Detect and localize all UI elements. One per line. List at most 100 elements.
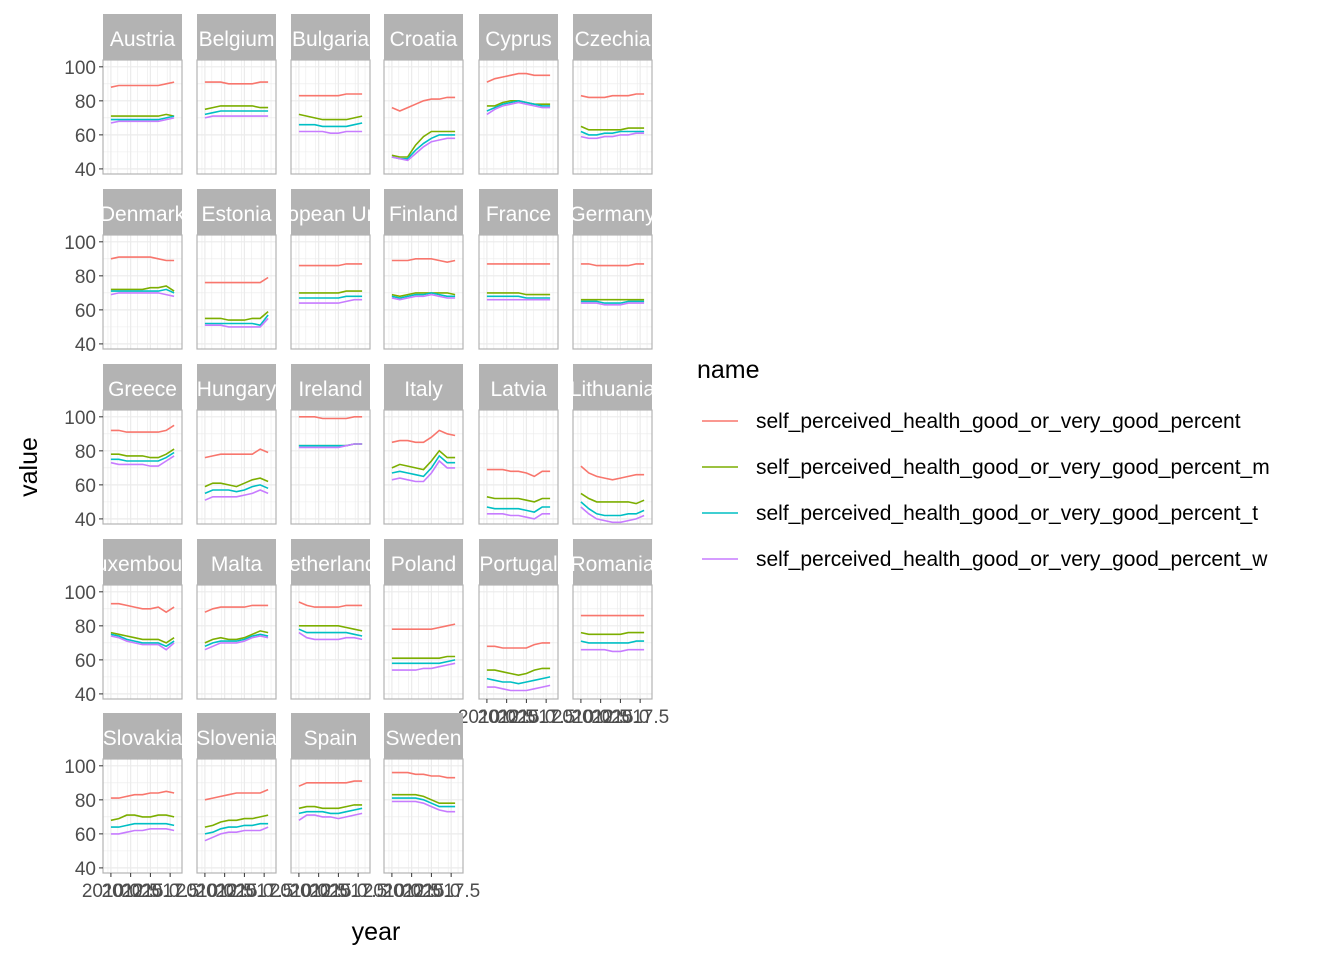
series-line <box>580 506 645 524</box>
series-line <box>110 81 175 88</box>
series-line <box>110 292 175 298</box>
series-line <box>391 771 456 779</box>
series-line <box>486 496 551 503</box>
facet-panel: Germany <box>572 189 653 350</box>
series-line <box>110 790 175 799</box>
series-line <box>391 130 456 158</box>
facet-strip-label: Slovenia <box>196 727 277 750</box>
facet-strip-label: Portugal <box>479 553 557 576</box>
series-line <box>110 451 175 462</box>
facet-strip-label: Finland <box>389 203 458 226</box>
x-tick-label: 2012.5 <box>383 881 441 902</box>
panel-border <box>196 409 277 525</box>
facet-panel: Slovakia 40 60 80 100 2010.02012.52015.02017.… <box>64 713 199 902</box>
panel-border <box>478 234 559 350</box>
y-tick-label: 40 <box>75 859 96 880</box>
facet-panel: Cyprus <box>478 14 559 175</box>
facet-strip <box>103 713 182 759</box>
legend-label: self_perceived_health_good_or_very_good_… <box>756 410 1241 433</box>
series-line <box>298 443 363 449</box>
series-line <box>204 822 269 835</box>
series-line <box>391 659 456 665</box>
facet-panel: Malta <box>196 539 277 700</box>
facet-strip <box>103 539 182 585</box>
series-line <box>110 285 175 292</box>
facet-strip-label: Italy <box>404 378 443 401</box>
y-tick-label: 100 <box>64 233 96 254</box>
x-tick-label: 2010.0 <box>552 707 610 728</box>
legend-label: self_perceived_health_good_or_very_good_… <box>756 456 1270 479</box>
y-tick-label: 100 <box>64 583 96 604</box>
x-tick-label: 2010.0 <box>270 881 328 902</box>
series-line <box>110 455 175 467</box>
facet-strip-label: Spain <box>304 727 358 750</box>
series-line <box>298 130 363 134</box>
series-line <box>204 115 269 119</box>
series-line <box>580 631 645 636</box>
series-line <box>298 113 363 121</box>
x-tick-label: 2015.0 <box>309 881 367 902</box>
y-axis-title: value <box>15 437 43 497</box>
facet-strip <box>384 364 463 410</box>
panel-border <box>383 409 464 525</box>
facet-strip <box>479 189 558 235</box>
series-line <box>486 512 551 520</box>
series-line <box>204 314 269 327</box>
facet-strip-label: Lithuania <box>570 378 656 401</box>
series-line <box>298 780 363 787</box>
series-line <box>204 105 269 111</box>
series-line <box>110 117 175 124</box>
panel-border <box>290 234 371 350</box>
legend-label: self_perceived_health_good_or_very_good_… <box>756 502 1258 525</box>
y-tick-label: 100 <box>64 408 96 429</box>
panel-border <box>572 584 653 700</box>
y-tick-label: 100 <box>64 757 96 778</box>
facet-strip <box>197 713 276 759</box>
panel-border <box>290 59 371 175</box>
panel-border <box>383 234 464 350</box>
series-line <box>391 623 456 631</box>
x-tick-label: 2015.0 <box>591 707 649 728</box>
facet-strip-label: Croatia <box>390 28 458 51</box>
panel-background <box>291 410 370 524</box>
series-line <box>391 257 456 264</box>
x-tick-label: 2012.5 <box>572 707 630 728</box>
facet-strip-label: Romania <box>570 553 654 576</box>
facet-strip-label: Czechia <box>575 28 651 51</box>
panel-border <box>383 584 464 700</box>
series-line <box>486 468 551 478</box>
series-line <box>580 465 645 481</box>
x-tick-label: 2017.5 <box>422 881 480 902</box>
x-tick-label: 2015.0 <box>497 707 555 728</box>
x-tick-label: 2015.0 <box>121 881 179 902</box>
series-line <box>580 93 645 99</box>
facet-panel: Ireland <box>290 364 371 525</box>
series-line <box>298 812 363 821</box>
facet-panel: Lithuania <box>570 364 656 525</box>
y-tick-label: 80 <box>75 267 96 288</box>
series-line <box>486 642 551 649</box>
series-line <box>486 101 551 116</box>
panel-background <box>573 410 652 524</box>
facet-strip-label: European Union <box>255 203 407 226</box>
series-line <box>110 256 175 262</box>
panel-border <box>196 758 277 874</box>
y-tick-label: 40 <box>75 510 96 531</box>
series-line <box>298 295 363 299</box>
series-line <box>580 132 645 140</box>
x-tick-label: 2010.0 <box>176 881 234 902</box>
panel-background <box>384 585 463 699</box>
panel-border <box>572 59 653 175</box>
x-tick-label: 2017.5 <box>235 881 293 902</box>
panel-border <box>290 584 371 700</box>
series-line <box>110 602 175 614</box>
series-line <box>486 667 551 677</box>
series-line <box>110 424 175 433</box>
panel-background <box>197 235 276 349</box>
facet-strip <box>573 539 652 585</box>
panel-background <box>384 410 463 524</box>
series-line <box>298 601 363 608</box>
series-line <box>391 800 456 813</box>
